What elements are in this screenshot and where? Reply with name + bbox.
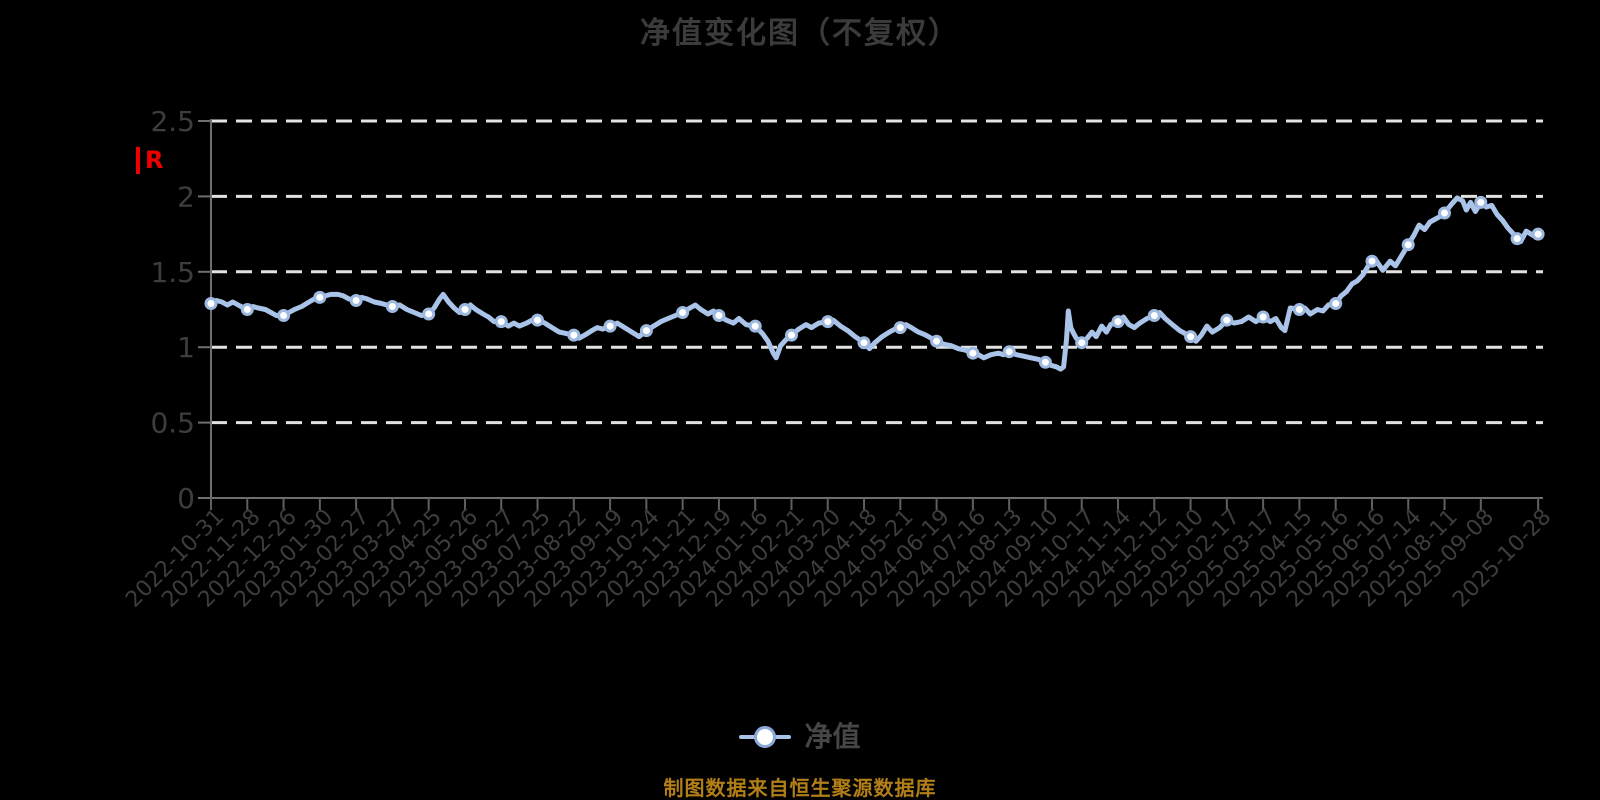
data-point-marker	[313, 290, 327, 304]
legend: 净值	[0, 722, 1600, 752]
data-point-marker	[1220, 313, 1234, 327]
data-point-marker	[857, 336, 871, 350]
data-point-marker	[1531, 227, 1545, 241]
y-tick-label: 2	[177, 180, 195, 213]
data-point-marker	[821, 315, 835, 329]
data-point-marker	[676, 306, 690, 319]
data-point-marker	[531, 313, 544, 327]
data-point-marker	[1147, 309, 1161, 322]
data-source-note: 制图数据来自恒生聚源数据库	[663, 776, 937, 800]
data-point-marker	[277, 309, 291, 322]
data-point-marker	[1075, 336, 1089, 350]
data-point-marker	[1038, 355, 1052, 369]
data-point-marker	[204, 297, 218, 310]
data-point-marker	[567, 328, 581, 342]
data-point-marker	[1438, 206, 1451, 220]
legend-label: 净值	[804, 720, 861, 753]
data-point-marker	[930, 334, 944, 348]
legend-dot-icon	[754, 726, 777, 748]
data-point-marker	[1002, 345, 1016, 359]
page-title: 净值变化图（不复权）	[640, 16, 960, 51]
y-tick-label: 0.5	[150, 407, 195, 440]
data-point-marker	[1111, 315, 1125, 329]
data-point-marker	[712, 309, 726, 322]
legend-item-net-value[interactable]: 净值	[739, 720, 861, 753]
data-point-marker	[422, 307, 436, 321]
data-point-marker	[639, 324, 653, 338]
data-point-marker	[1474, 195, 1488, 209]
data-point-marker	[966, 346, 980, 360]
y-tick-label: 1	[177, 331, 195, 364]
data-point-marker	[603, 319, 617, 333]
legend-line-marker-icon	[739, 726, 792, 748]
data-point-marker	[785, 328, 798, 342]
data-point-marker	[1329, 297, 1343, 310]
data-point-marker	[458, 303, 472, 316]
y-tick-label: 2.5	[150, 105, 195, 138]
data-point-marker	[1401, 238, 1415, 252]
data-point-marker	[1292, 303, 1306, 316]
y-tick-label: 0	[177, 482, 195, 515]
net-value-line	[208, 195, 1541, 372]
data-point-marker	[1184, 330, 1198, 344]
data-point-marker	[748, 319, 762, 333]
data-point-marker	[1256, 310, 1270, 324]
data-point-marker	[494, 315, 508, 329]
data-point-marker	[1510, 232, 1524, 246]
y-tick-label: 1.5	[150, 256, 195, 289]
data-point-marker	[893, 321, 907, 335]
data-point-marker	[385, 300, 399, 313]
data-point-marker	[240, 303, 254, 316]
y-axis-unit-label: R	[136, 147, 163, 174]
data-point-marker	[1365, 254, 1379, 268]
data-point-marker	[349, 294, 363, 307]
